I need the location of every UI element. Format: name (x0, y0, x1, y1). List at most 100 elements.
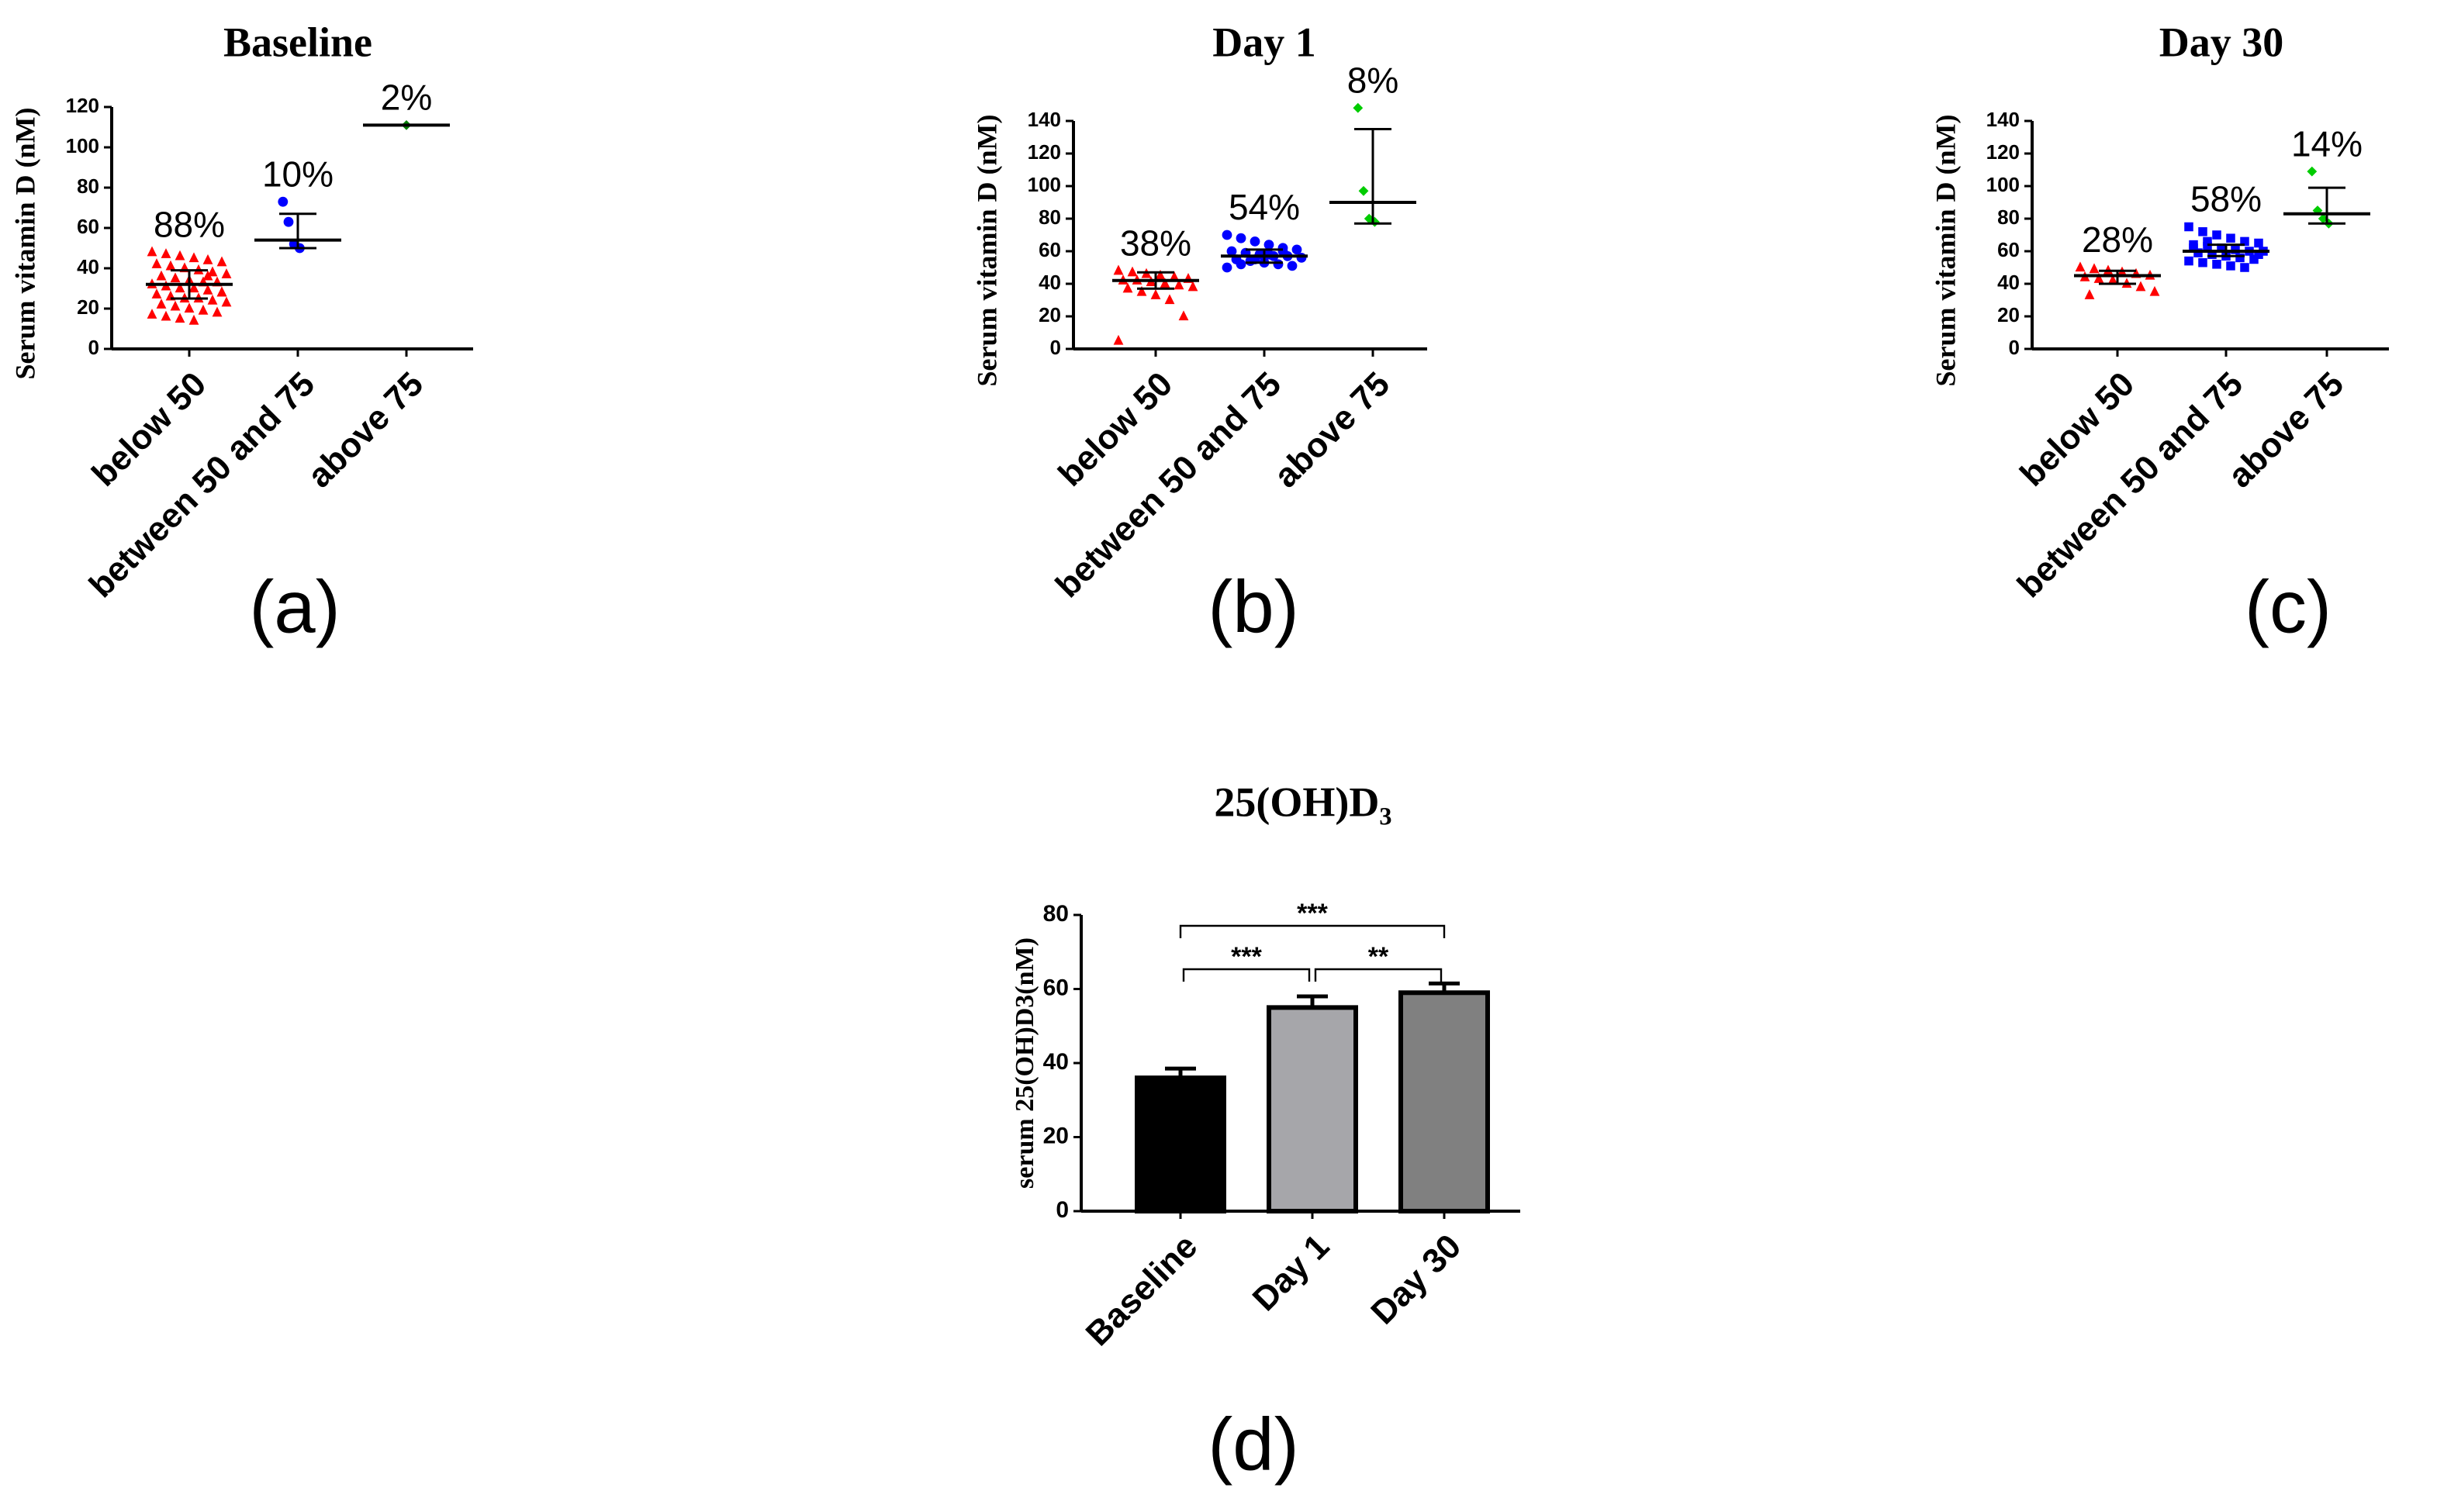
y-tick-label: 60 (1039, 238, 1061, 261)
group-annotation: 38% (1120, 223, 1191, 263)
data-point (1236, 233, 1246, 243)
y-tick-label: 60 (1997, 238, 2020, 261)
data-point (2254, 250, 2263, 259)
data-point (1122, 282, 1133, 293)
data-point (2184, 222, 2193, 232)
group-annotation: 58% (2190, 179, 2262, 219)
data-point (161, 310, 171, 321)
data-point (2240, 263, 2249, 272)
y-tick-label: 0 (1050, 336, 1061, 359)
panel-label: (c) (2245, 565, 2332, 648)
data-point (170, 300, 181, 311)
data-point (1174, 279, 1184, 290)
y-axis-label: Serum vitamin D (nM) (971, 115, 1002, 387)
y-tick-label: 40 (1043, 1049, 1069, 1075)
data-point (2307, 166, 2318, 177)
data-point (1287, 261, 1298, 271)
y-tick-label: 120 (1028, 140, 1061, 164)
data-point (156, 299, 167, 309)
data-point (2226, 233, 2235, 243)
data-point (175, 250, 185, 261)
data-point (2235, 253, 2245, 263)
x-tick-label: above 75 (1267, 365, 1397, 495)
data-point (1113, 334, 1124, 345)
data-point (1370, 216, 1380, 227)
chart-title: 25(OH)D₃ (1214, 778, 1391, 825)
y-tick-label: 100 (1028, 173, 1061, 196)
data-point (151, 288, 162, 299)
data-point (2318, 213, 2328, 224)
data-point (1250, 236, 1260, 247)
y-tick-label: 140 (1986, 108, 2020, 131)
data-point (2184, 256, 2193, 266)
data-point (1169, 271, 1180, 281)
data-point (147, 309, 157, 319)
chart-title: Day 30 (2159, 19, 2284, 65)
data-point (170, 272, 181, 283)
data-point (1296, 253, 1307, 263)
data-point (2240, 236, 2249, 247)
data-point (1187, 281, 1198, 292)
data-point (1222, 262, 1232, 273)
data-point (165, 260, 176, 271)
y-tick-label: 60 (1043, 975, 1069, 1000)
group-annotation: 10% (262, 154, 334, 194)
data-point (1353, 102, 1364, 113)
significance-label: *** (1297, 899, 1328, 928)
data-point (2254, 238, 2263, 248)
data-point (2093, 273, 2104, 283)
y-axis-label: Serum vitamin D (nM) (1930, 115, 1961, 387)
data-point (212, 306, 223, 317)
group-annotation: 88% (154, 204, 225, 244)
group-annotation: 8% (1347, 60, 1398, 100)
data-point (2231, 245, 2240, 254)
data-point (1127, 266, 1138, 277)
significance-bracket (1314, 968, 1443, 982)
significance-label: ** (1368, 942, 1389, 972)
data-point (2135, 281, 2146, 292)
data-point (1263, 249, 1274, 260)
data-point (1150, 289, 1161, 299)
y-tick-label: 20 (1039, 303, 1061, 326)
data-point (207, 294, 218, 305)
chart-title: Day 1 (1212, 19, 1316, 65)
data-point (1291, 244, 1302, 255)
y-tick-label: 80 (1997, 205, 2020, 229)
x-tick-label: above 75 (300, 365, 430, 495)
y-tick-label: 80 (77, 174, 99, 198)
data-point (221, 296, 232, 307)
y-tick-label: 100 (66, 134, 99, 157)
data-point (2312, 205, 2323, 216)
significance-bracket (1182, 968, 1311, 982)
y-tick-label: 0 (88, 336, 99, 359)
y-tick-label: 120 (1986, 140, 2020, 164)
y-tick-label: 20 (1997, 303, 2020, 326)
y-tick-label: 100 (1986, 173, 2020, 196)
y-tick-label: 0 (1056, 1197, 1069, 1223)
y-tick-label: 80 (1043, 901, 1069, 927)
data-point (1155, 269, 1166, 280)
group-annotation: 28% (2082, 219, 2153, 260)
y-axis-label: Serum vitamin D (nM) (9, 108, 40, 380)
data-point (283, 216, 294, 227)
y-tick-label: 40 (1997, 271, 2020, 294)
data-point (147, 246, 157, 257)
data-point (2193, 248, 2203, 257)
data-point (2198, 227, 2207, 236)
data-point (1178, 310, 1189, 321)
significance-label: *** (1231, 942, 1262, 972)
y-axis-label: serum 25(OH)D3(nM) (1011, 937, 1039, 1189)
bar (1267, 1005, 1358, 1213)
y-tick-label: 40 (1039, 271, 1061, 294)
x-tick-label: Day 1 (1246, 1227, 1337, 1319)
panel-label: (b) (1208, 565, 1298, 648)
data-point (1164, 294, 1175, 305)
significance-bracket (1179, 924, 1446, 938)
data-point (216, 286, 227, 297)
y-tick-label: 140 (1028, 108, 1061, 131)
data-point (2249, 254, 2259, 264)
group-annotation: 2% (381, 78, 432, 118)
panel-label: (d) (1208, 1403, 1298, 1486)
